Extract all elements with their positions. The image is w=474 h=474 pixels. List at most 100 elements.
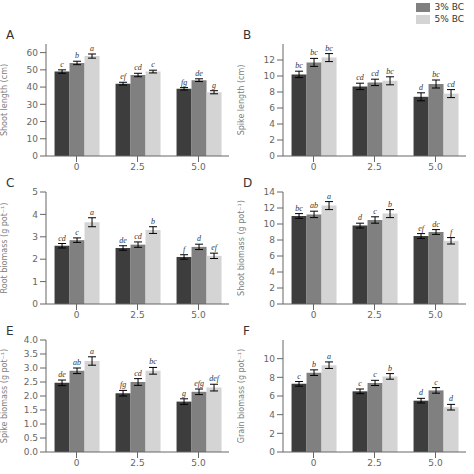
svg-text:30: 30	[27, 100, 39, 110]
svg-text:a: a	[327, 192, 331, 201]
svg-text:10: 10	[264, 219, 276, 229]
svg-text:d: d	[197, 234, 202, 243]
svg-text:efg: efg	[194, 379, 204, 388]
svg-text:5.0: 5.0	[428, 310, 443, 320]
svg-text:a: a	[327, 352, 331, 361]
svg-text:bc: bc	[295, 61, 303, 70]
svg-text:2.5: 2.5	[130, 458, 144, 468]
svg-text:bc: bc	[149, 357, 157, 366]
svg-text:0: 0	[311, 458, 317, 468]
svg-text:2: 2	[32, 254, 38, 264]
svg-text:Grain biomass (g pot⁻¹): Grain biomass (g pot⁻¹)	[237, 349, 246, 443]
svg-text:5.0: 5.0	[191, 162, 206, 172]
svg-text:def: def	[209, 374, 221, 383]
svg-text:cd: cd	[58, 234, 67, 243]
svg-text:0: 0	[74, 310, 80, 320]
svg-text:bc: bc	[325, 44, 333, 53]
svg-text:10: 10	[27, 134, 39, 144]
svg-text:Shoot length (cm): Shoot length (cm)	[8, 64, 9, 136]
svg-text:2.5: 2.5	[24, 377, 38, 387]
svg-text:5.0: 5.0	[428, 162, 443, 172]
svg-text:4: 4	[32, 210, 38, 220]
svg-text:Spike length (cm): Spike length (cm)	[237, 65, 246, 136]
svg-text:c: c	[358, 379, 362, 388]
svg-text:a: a	[90, 208, 94, 217]
svg-text:b: b	[388, 200, 392, 209]
svg-text:de: de	[119, 236, 127, 245]
svg-text:4: 4	[269, 410, 275, 420]
svg-text:c: c	[434, 378, 438, 387]
svg-text:c: c	[373, 370, 377, 379]
svg-text:0: 0	[269, 299, 275, 309]
svg-text:50: 50	[27, 65, 39, 75]
svg-text:cd: cd	[447, 80, 456, 89]
svg-text:6: 6	[269, 391, 275, 401]
svg-text:g: g	[212, 81, 216, 90]
svg-text:8: 8	[269, 87, 275, 97]
svg-text:5.0: 5.0	[191, 310, 206, 320]
svg-text:6: 6	[269, 251, 275, 261]
svg-text:0: 0	[311, 162, 317, 172]
svg-text:2: 2	[269, 429, 275, 439]
svg-text:b: b	[151, 217, 155, 226]
svg-text:bc: bc	[432, 70, 440, 79]
svg-text:0: 0	[311, 310, 317, 320]
svg-text:5.0: 5.0	[191, 458, 206, 468]
svg-text:4: 4	[269, 267, 275, 277]
svg-text:ef: ef	[418, 224, 426, 233]
svg-text:de: de	[195, 69, 203, 78]
svg-text:ef: ef	[120, 72, 128, 81]
svg-text:c: c	[151, 60, 155, 69]
svg-text:12: 12	[264, 203, 275, 213]
svg-text:d: d	[358, 213, 363, 222]
svg-text:2.5: 2.5	[367, 310, 381, 320]
svg-text:20: 20	[27, 117, 39, 127]
svg-text:c: c	[297, 372, 301, 381]
svg-text:c: c	[373, 207, 377, 216]
svg-text:f: f	[450, 228, 454, 237]
svg-text:6: 6	[269, 103, 275, 113]
svg-text:bc: bc	[386, 67, 394, 76]
svg-text:bc: bc	[295, 204, 303, 213]
svg-text:bc: bc	[310, 48, 318, 57]
svg-text:2: 2	[269, 135, 275, 145]
svg-text:0: 0	[74, 458, 80, 468]
svg-text:b: b	[312, 360, 316, 369]
svg-text:cd: cd	[356, 73, 365, 82]
svg-text:8: 8	[269, 373, 275, 383]
svg-text:2.5: 2.5	[367, 162, 381, 172]
svg-text:d: d	[449, 394, 454, 403]
svg-text:2.5: 2.5	[130, 310, 144, 320]
svg-text:a: a	[90, 347, 94, 356]
svg-text:3: 3	[32, 232, 38, 242]
svg-text:Root biomass (g pot⁻¹): Root biomass (g pot⁻¹)	[8, 203, 9, 294]
svg-text:60: 60	[27, 48, 39, 58]
svg-text:0.0: 0.0	[24, 447, 39, 457]
svg-text:dc: dc	[432, 220, 440, 229]
svg-text:c: c	[60, 60, 64, 69]
svg-text:ab: ab	[310, 201, 318, 210]
svg-text:cd: cd	[134, 369, 143, 378]
svg-text:d: d	[419, 388, 424, 397]
svg-text:ef: ef	[211, 243, 219, 252]
svg-text:cd: cd	[134, 232, 143, 241]
svg-text:f: f	[183, 245, 187, 254]
svg-text:0: 0	[32, 151, 38, 161]
svg-text:0: 0	[74, 162, 80, 172]
svg-text:10: 10	[264, 71, 276, 81]
svg-text:3.0: 3.0	[24, 363, 39, 373]
svg-text:0: 0	[32, 299, 38, 309]
svg-text:a: a	[90, 44, 94, 53]
svg-text:Shoot biomass (g pot⁻¹): Shoot biomass (g pot⁻¹)	[237, 200, 246, 296]
svg-text:1.5: 1.5	[24, 405, 38, 415]
svg-text:ab: ab	[73, 358, 81, 367]
svg-text:2.0: 2.0	[24, 391, 39, 401]
svg-text:Spike biomass (g pot⁻¹): Spike biomass (g pot⁻¹)	[8, 349, 9, 443]
svg-text:d: d	[419, 83, 424, 92]
svg-text:14: 14	[264, 187, 276, 197]
svg-text:cd: cd	[134, 63, 143, 72]
svg-text:12: 12	[264, 55, 275, 65]
svg-text:40: 40	[27, 82, 39, 92]
svg-text:b: b	[75, 51, 79, 60]
svg-text:de: de	[58, 370, 66, 379]
